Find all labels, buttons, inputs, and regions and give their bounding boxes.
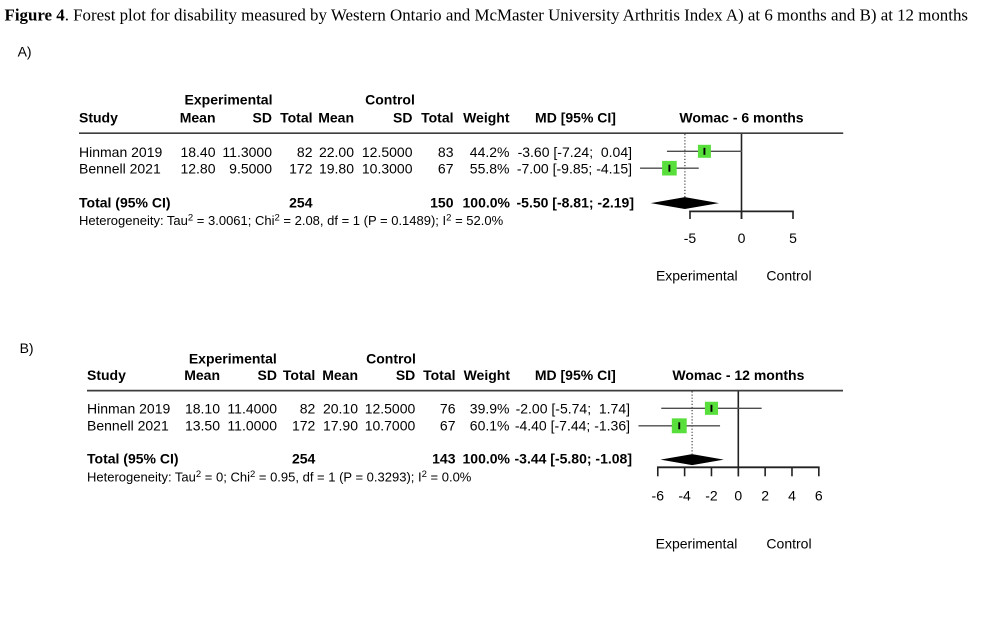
svg-text:Mean: Mean (180, 109, 216, 125)
svg-text:Hinman 2019: Hinman 2019 (87, 400, 170, 416)
svg-text:Control: Control (366, 350, 416, 366)
svg-text:18.40: 18.40 (180, 144, 215, 160)
svg-text:55.8%: 55.8% (470, 161, 510, 177)
svg-text:MD [95% CI]: MD [95% CI] (535, 367, 616, 383)
svg-text:Experimental: Experimental (189, 350, 277, 366)
svg-text:11.3000: 11.3000 (222, 144, 272, 160)
svg-text:-5.50 [-8.81; -2.19]: -5.50 [-8.81; -2.19] (517, 195, 635, 211)
svg-text:0: 0 (738, 230, 746, 246)
svg-text:Study: Study (79, 109, 118, 125)
svg-text:Total: Total (280, 109, 312, 125)
svg-text:Experimental: Experimental (656, 535, 738, 551)
svg-text:Womac - 6 months: Womac - 6 months (679, 109, 803, 125)
svg-text:11.4000: 11.4000 (227, 400, 277, 416)
svg-text:Hinman 2019: Hinman 2019 (79, 144, 162, 160)
svg-text:150: 150 (430, 195, 454, 211)
svg-text:67: 67 (438, 161, 454, 177)
svg-text:-3.60 [-7.24; 0.04]: -3.60 [-7.24; 0.04] (518, 144, 632, 160)
svg-text:Womac - 12 months: Womac - 12 months (672, 367, 804, 383)
svg-text:172: 172 (292, 417, 316, 433)
svg-text:A): A) (18, 44, 32, 60)
svg-text:Experimental: Experimental (185, 91, 273, 107)
svg-text:17.90: 17.90 (323, 417, 358, 433)
svg-text:Weight: Weight (463, 109, 510, 125)
svg-text:76: 76 (440, 400, 456, 416)
svg-text:82: 82 (300, 400, 316, 416)
svg-text:19.80: 19.80 (319, 161, 354, 177)
svg-text:Total (95% CI): Total (95% CI) (79, 195, 171, 211)
svg-text:5: 5 (789, 230, 797, 246)
svg-text:-4: -4 (678, 488, 691, 504)
svg-text:20.10: 20.10 (323, 400, 358, 416)
svg-text:Mean: Mean (184, 367, 220, 383)
svg-text:Weight: Weight (464, 367, 511, 383)
svg-text:18.10: 18.10 (185, 400, 220, 416)
svg-text:39.9%: 39.9% (470, 400, 510, 416)
svg-text:Total: Total (423, 367, 455, 383)
svg-text:100.0%: 100.0% (463, 451, 511, 467)
svg-text:10.7000: 10.7000 (365, 417, 416, 433)
svg-text:Control: Control (766, 268, 811, 284)
svg-text:Total: Total (283, 367, 315, 383)
svg-text:Heterogeneity: Tau2​ = 3.0061;: Heterogeneity: Tau2​ = 3.0061; Chi2​ = 2… (79, 213, 504, 229)
svg-text:9.5000: 9.5000 (229, 161, 272, 177)
svg-text:67: 67 (440, 417, 456, 433)
svg-text:82: 82 (297, 144, 313, 160)
svg-text:13.50: 13.50 (185, 417, 220, 433)
svg-text:-2.00 [-5.74; 1.74]: -2.00 [-5.74; 1.74] (516, 400, 630, 416)
svg-text:Figure 4. Forest plot for disa: Figure 4. Forest plot for disability mea… (5, 5, 968, 24)
svg-text:100.0%: 100.0% (463, 195, 511, 211)
svg-text:-3.44 [-5.80; -1.08]: -3.44 [-5.80; -1.08] (515, 451, 633, 467)
svg-text:11.0000: 11.0000 (227, 417, 277, 433)
svg-text:12.5000: 12.5000 (362, 144, 413, 160)
svg-text:2: 2 (761, 488, 769, 504)
svg-text:Bennell 2021: Bennell 2021 (79, 161, 161, 177)
svg-text:Heterogeneity: Tau2​ = 0; Chi2: Heterogeneity: Tau2​ = 0; Chi2​ = 0.95, … (87, 469, 472, 485)
svg-text:Experimental: Experimental (656, 268, 738, 284)
svg-text:-6: -6 (652, 488, 665, 504)
svg-text:Bennell 2021: Bennell 2021 (87, 417, 169, 433)
svg-text:22.00: 22.00 (319, 144, 354, 160)
svg-text:SD: SD (258, 367, 277, 383)
svg-text:Mean: Mean (322, 367, 358, 383)
svg-text:6: 6 (815, 488, 823, 504)
svg-text:44.2%: 44.2% (470, 144, 510, 160)
svg-text:83: 83 (438, 144, 454, 160)
svg-text:Mean: Mean (318, 109, 354, 125)
svg-text:Total (95% CI): Total (95% CI) (87, 451, 179, 467)
svg-text:0: 0 (734, 488, 742, 504)
svg-text:10.3000: 10.3000 (362, 161, 413, 177)
svg-text:B): B) (20, 340, 34, 356)
svg-text:MD [95% CI]: MD [95% CI] (535, 109, 616, 125)
svg-text:60.1%: 60.1% (470, 417, 510, 433)
svg-text:4: 4 (788, 488, 796, 504)
svg-text:12.5000: 12.5000 (365, 400, 416, 416)
svg-text:143: 143 (432, 451, 456, 467)
svg-text:254: 254 (289, 195, 313, 211)
svg-text:-2: -2 (705, 488, 718, 504)
svg-text:172: 172 (289, 161, 313, 177)
svg-text:SD: SD (393, 109, 412, 125)
svg-text:-7.00 [-9.85; -4.15]: -7.00 [-9.85; -4.15] (517, 161, 632, 177)
svg-text:Control: Control (766, 535, 811, 551)
svg-text:SD: SD (396, 367, 415, 383)
svg-text:-4.40 [-7.44; -1.36]: -4.40 [-7.44; -1.36] (515, 417, 630, 433)
svg-text:Total: Total (421, 109, 453, 125)
svg-text:12.80: 12.80 (180, 161, 215, 177)
svg-text:Study: Study (87, 367, 126, 383)
svg-text:SD: SD (253, 109, 272, 125)
svg-text:Control: Control (365, 91, 415, 107)
svg-text:254: 254 (292, 451, 316, 467)
svg-text:-5: -5 (684, 230, 697, 246)
